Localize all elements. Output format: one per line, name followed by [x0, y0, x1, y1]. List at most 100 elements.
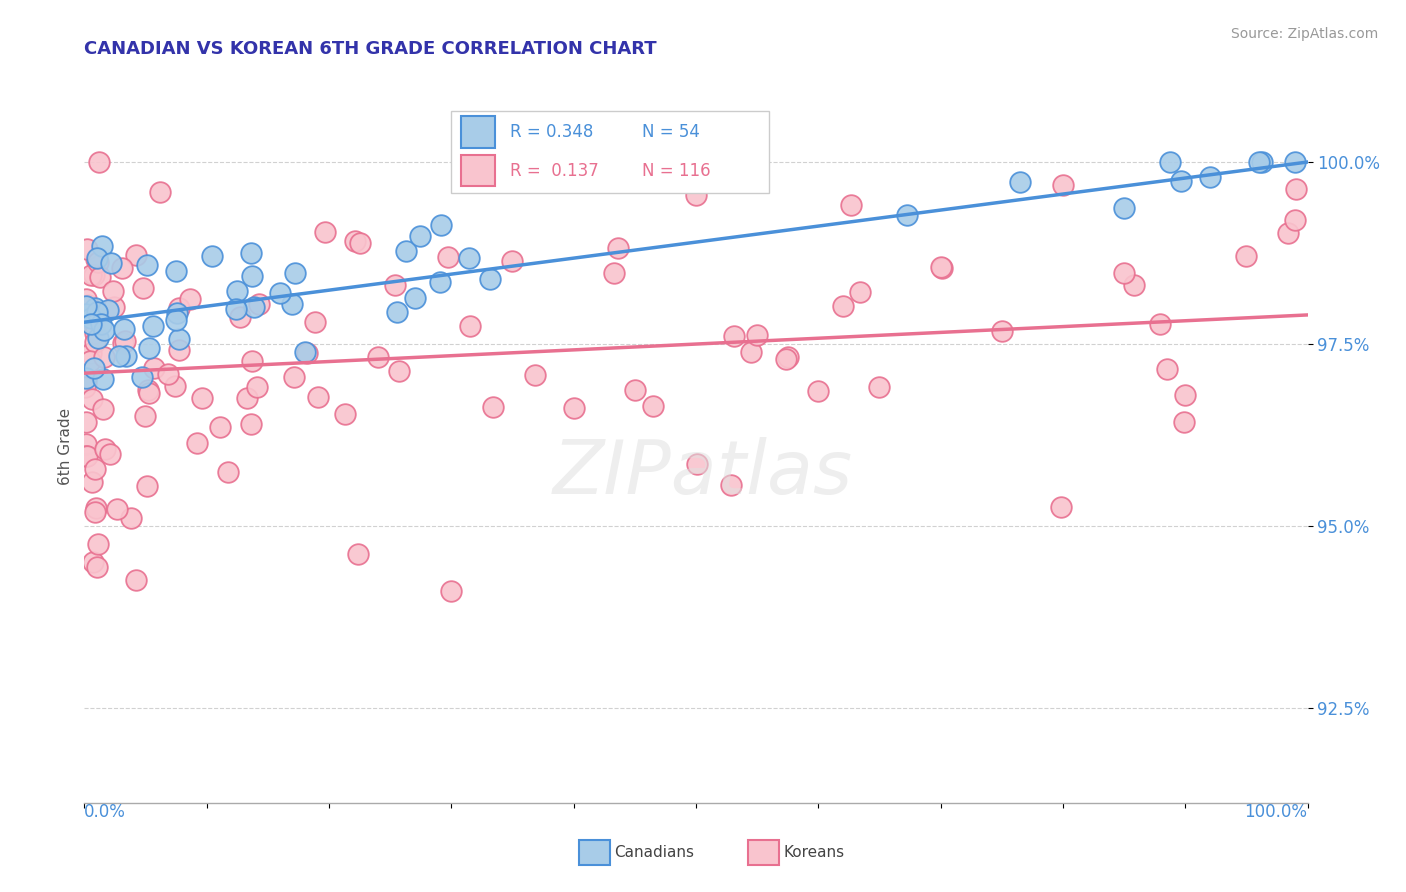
Point [112, 336, 135, 351]
Point [75, 437, 97, 451]
Point [134, 409, 156, 423]
Point [314, 225, 336, 239]
Point [217, 466, 239, 480]
Point [93, 372, 115, 386]
Text: 0.0%: 0.0% [84, 803, 127, 821]
Point [76, 242, 98, 256]
Point [929, 260, 952, 275]
Point [136, 258, 159, 272]
Point [294, 344, 316, 359]
Point [437, 250, 460, 264]
Point [84, 326, 107, 341]
Point [367, 350, 389, 364]
Point [269, 285, 291, 300]
Point [430, 219, 453, 233]
Point [125, 248, 148, 262]
Point [75, 415, 97, 429]
Point [79, 354, 101, 368]
Point [75, 449, 97, 463]
Point [83, 461, 105, 475]
Point [869, 379, 891, 393]
Point [243, 300, 266, 314]
Point [80, 311, 103, 326]
Point [75, 299, 97, 313]
Point [1122, 277, 1144, 292]
Point [143, 360, 166, 375]
FancyBboxPatch shape [451, 111, 769, 193]
Text: N = 116: N = 116 [643, 161, 711, 179]
Point [80, 268, 103, 282]
Point [138, 383, 160, 397]
Point [1156, 362, 1178, 376]
Point [167, 301, 190, 316]
Point [747, 327, 769, 342]
Point [408, 228, 430, 243]
Text: 100.0%: 100.0% [1244, 803, 1308, 821]
Point [839, 198, 862, 212]
Point [395, 244, 418, 258]
Point [1250, 155, 1272, 169]
Point [76, 298, 98, 312]
Point [83, 268, 105, 283]
Y-axis label: 6th Grade: 6th Grade [58, 408, 73, 484]
Point [100, 256, 122, 270]
Point [1170, 174, 1192, 188]
Point [209, 420, 232, 434]
Point [114, 322, 136, 336]
Point [93, 442, 115, 456]
Point [307, 391, 329, 405]
Point [83, 317, 105, 331]
Point [165, 313, 187, 327]
Point [335, 407, 357, 421]
Point [247, 297, 270, 311]
Point [775, 351, 797, 366]
Point [343, 234, 366, 248]
Point [73, 379, 96, 393]
Point [460, 318, 482, 333]
Point [111, 260, 134, 275]
Point [501, 253, 523, 268]
Point [86, 251, 108, 265]
Point [90, 318, 112, 332]
Point [1284, 213, 1306, 227]
Point [685, 457, 707, 471]
Point [84, 500, 107, 515]
Text: R =  0.137: R = 0.137 [510, 161, 599, 179]
Point [167, 332, 190, 346]
Point [240, 269, 263, 284]
Point [84, 301, 107, 316]
Point [239, 246, 262, 260]
Point [385, 304, 408, 318]
Point [135, 479, 157, 493]
Point [83, 361, 105, 376]
Point [429, 275, 451, 289]
Point [284, 266, 307, 280]
Point [991, 324, 1014, 338]
Point [831, 299, 853, 313]
Point [87, 255, 110, 269]
Point [1234, 249, 1257, 263]
Point [603, 266, 626, 280]
Text: ZIPatlas: ZIPatlas [553, 437, 853, 508]
Point [131, 281, 153, 295]
Point [82, 555, 104, 569]
Text: CANADIAN VS KOREAN 6TH GRADE CORRELATION CHART: CANADIAN VS KOREAN 6TH GRADE CORRELATION… [84, 40, 657, 58]
Point [1247, 155, 1270, 169]
Point [98, 447, 121, 461]
Point [562, 401, 585, 415]
Point [225, 301, 247, 316]
Point [156, 368, 179, 382]
Point [93, 351, 115, 365]
Point [84, 252, 107, 267]
Point [404, 291, 426, 305]
Point [75, 307, 97, 321]
Point [114, 349, 136, 363]
Point [807, 384, 830, 398]
Point [1285, 181, 1308, 195]
Point [84, 334, 107, 349]
Point [524, 368, 547, 383]
Point [201, 249, 224, 263]
Point [190, 391, 212, 405]
Point [283, 369, 305, 384]
Point [97, 303, 120, 318]
